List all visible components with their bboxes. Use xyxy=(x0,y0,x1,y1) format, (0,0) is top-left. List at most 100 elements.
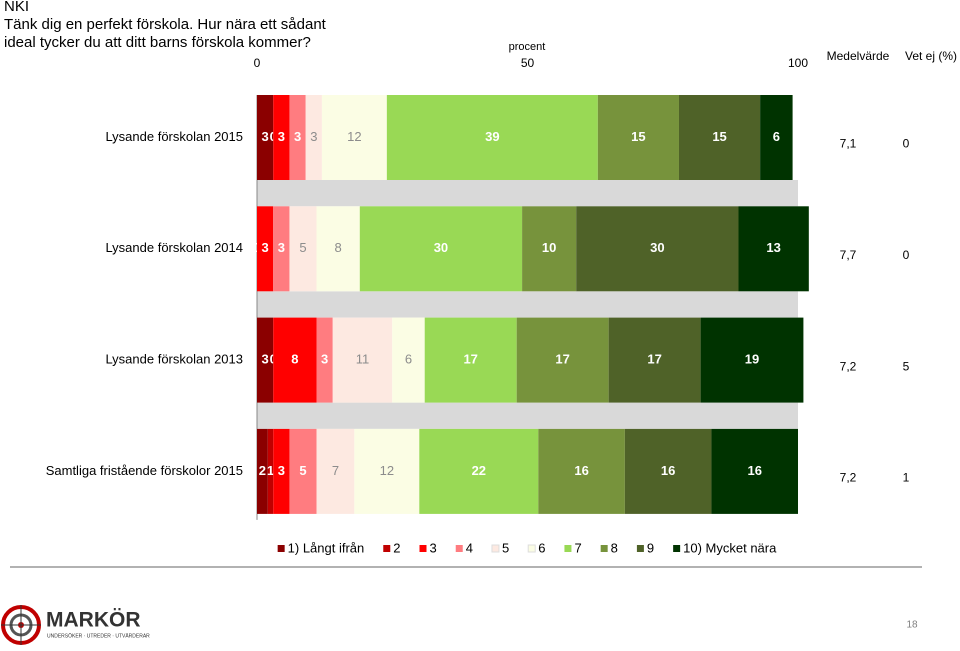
logo: MARKÖR UNDERSÖKER · UTREDER · UTVÄRDERAR xyxy=(1,605,150,645)
data-label: 3 xyxy=(261,352,268,367)
legend-swatch xyxy=(383,545,391,552)
y-tick-label: Lysande förskolan 2014 xyxy=(105,240,243,255)
bar-segment xyxy=(289,206,317,292)
bar-segment xyxy=(419,428,539,514)
data-label: 12 xyxy=(347,129,361,144)
bar-segment xyxy=(386,95,598,180)
data-label: 30 xyxy=(650,240,664,255)
legend-label: 7 xyxy=(574,540,581,555)
bar-segment xyxy=(516,317,609,403)
legend-swatch xyxy=(419,545,427,552)
bar-segment xyxy=(267,428,274,514)
data-label: 1 xyxy=(267,463,274,478)
legend-swatch xyxy=(277,545,285,552)
subtitle-line: Tänk dig en perfekt förskola. Hur nära e… xyxy=(4,16,327,33)
bar-segment xyxy=(332,317,393,403)
bar-segment xyxy=(700,317,804,403)
bar-segment xyxy=(597,95,679,180)
data-label: 22 xyxy=(472,463,486,478)
bar-segment xyxy=(760,95,793,180)
bar-segment xyxy=(392,317,425,403)
bar-segment xyxy=(257,317,274,403)
data-label: 17 xyxy=(463,352,477,367)
data-label: 3 xyxy=(261,240,268,255)
data-label: 6 xyxy=(405,352,412,367)
data-label: 3 xyxy=(261,129,268,144)
table-cell: 7,2 xyxy=(840,359,857,373)
data-label: 5 xyxy=(299,240,306,255)
data-label: 15 xyxy=(631,129,645,144)
bar-segment xyxy=(273,206,290,292)
bar-segment xyxy=(678,95,761,180)
axis-label: procent xyxy=(509,41,546,53)
data-label: 8 xyxy=(291,352,298,367)
y-tick-label: Samtliga fristående förskolor 2015 xyxy=(46,463,243,478)
y-tick-label: Lysande förskolan 2015 xyxy=(105,129,243,144)
column-header: Medelvärde xyxy=(827,49,890,63)
data-label: 7 xyxy=(332,463,339,478)
data-label: 13 xyxy=(766,240,780,255)
table-cell: 0 xyxy=(903,248,910,262)
table-cell: 7,2 xyxy=(840,471,857,485)
data-label: 5 xyxy=(299,463,306,478)
row-gap xyxy=(257,402,798,429)
bar-segment xyxy=(273,317,317,403)
row-gap xyxy=(257,291,798,318)
bar-segment xyxy=(305,95,322,180)
legend-swatch xyxy=(564,545,572,552)
legend-swatch xyxy=(491,544,500,553)
bar-segment xyxy=(538,428,625,514)
data-label: 11 xyxy=(356,352,370,367)
bar-segment xyxy=(711,428,798,514)
bar-segment xyxy=(321,95,387,180)
x-tick-label: 50 xyxy=(521,56,535,70)
bar-segment xyxy=(424,317,517,403)
bar-segment xyxy=(273,95,290,180)
legend: 1) Långt ifrån 2 3 4 5 6 7 8 9 10) Mycket nära xyxy=(277,540,777,555)
data-label: 16 xyxy=(574,463,588,478)
table-cell: 0 xyxy=(903,137,910,151)
data-label: 12 xyxy=(380,463,394,478)
legend-label: 2 xyxy=(393,540,400,555)
data-label: 17 xyxy=(647,352,661,367)
legend-swatch xyxy=(636,545,644,552)
data-label: 8 xyxy=(335,240,342,255)
bar-segment xyxy=(257,206,274,292)
legend-label: 10) Mycket nära xyxy=(683,540,777,555)
data-label: 10 xyxy=(542,240,556,255)
bar-segment xyxy=(359,206,523,292)
bar-segment xyxy=(289,95,306,180)
y-tick-label: Lysande förskolan 2013 xyxy=(105,352,243,367)
bar-segment xyxy=(608,317,701,403)
table-cell: 7,1 xyxy=(840,137,857,151)
subtitle-line: ideal tycker du att ditt barns förskola … xyxy=(4,34,311,51)
bar-segment xyxy=(624,428,712,514)
bar-segment xyxy=(738,206,809,292)
column-header: Vet ej (%) xyxy=(905,49,957,63)
bar-segment xyxy=(316,206,360,292)
row-gap xyxy=(257,180,798,207)
bar-segment xyxy=(354,428,420,514)
legend-label: 8 xyxy=(611,540,618,555)
bar-segment xyxy=(257,95,274,180)
data-label: 16 xyxy=(661,463,675,478)
data-label: 30 xyxy=(434,240,448,255)
data-label: 3 xyxy=(321,352,328,367)
bar-segment xyxy=(316,317,333,403)
data-label: 15 xyxy=(712,129,726,144)
data-label: 3 xyxy=(294,129,301,144)
data-label: 16 xyxy=(747,463,761,478)
table-cell: 5 xyxy=(903,359,910,373)
table-cell: 1 xyxy=(903,471,910,485)
data-label: 39 xyxy=(485,129,499,144)
legend-label: 3 xyxy=(430,540,437,555)
legend-swatch xyxy=(673,545,681,552)
data-label: 3 xyxy=(278,463,285,478)
title: NKI xyxy=(4,0,29,15)
table-cell: 7,7 xyxy=(840,248,857,262)
bar-segment xyxy=(289,428,317,514)
legend-label: 5 xyxy=(502,540,509,555)
legend-swatch xyxy=(600,545,608,552)
x-tick-label: 0 xyxy=(254,56,261,70)
